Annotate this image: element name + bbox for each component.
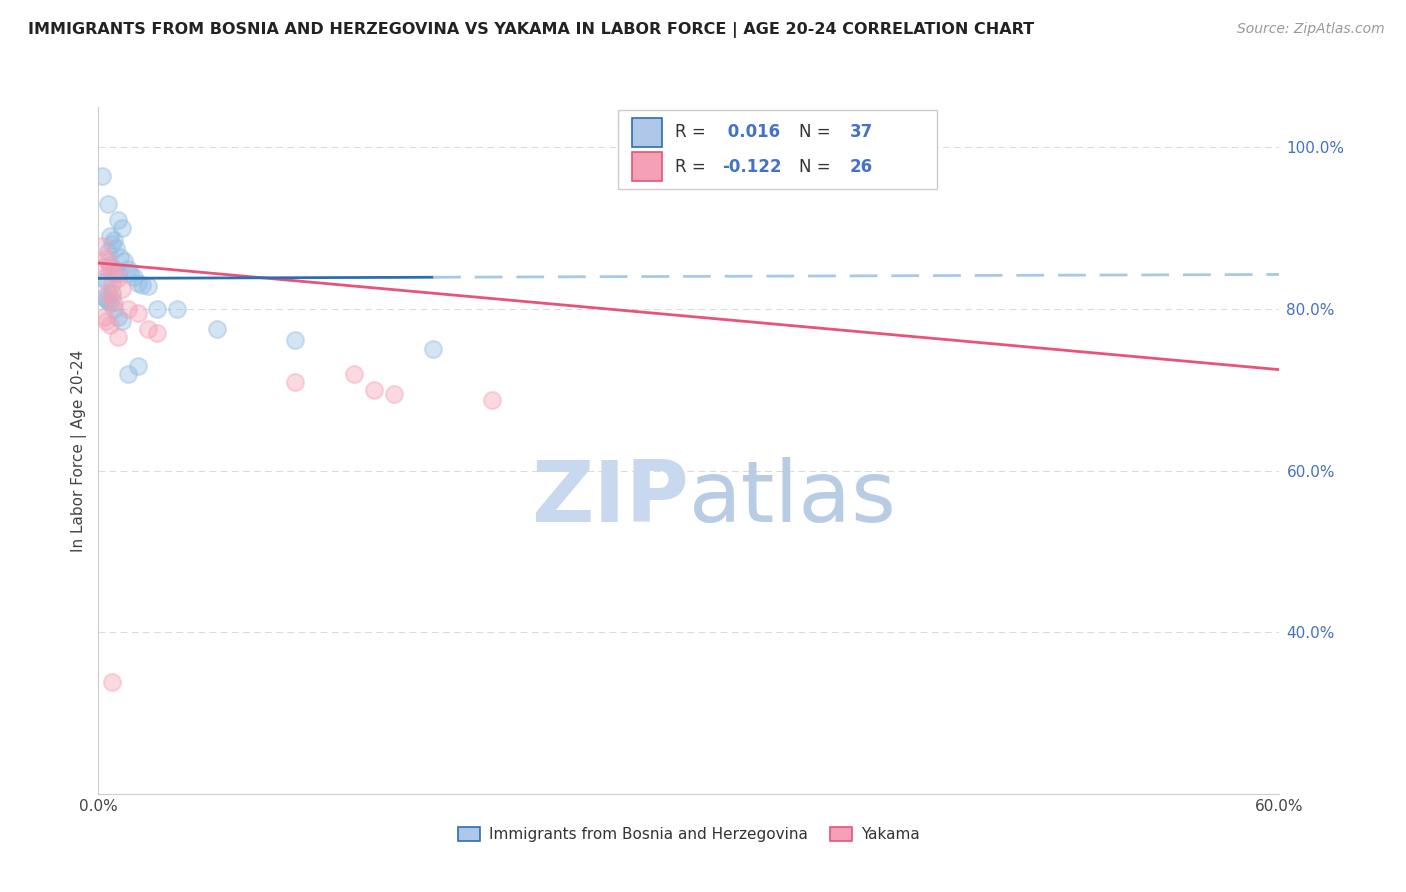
- Point: [363, 383, 385, 397]
- Point: [98, 295, 121, 310]
- Point: [101, 293, 124, 307]
- Point: [98, 318, 121, 333]
- Text: 37: 37: [849, 123, 873, 142]
- Y-axis label: In Labor Force | Age 20-24: In Labor Force | Age 20-24: [72, 350, 87, 551]
- FancyBboxPatch shape: [619, 111, 936, 189]
- Point: [284, 375, 307, 389]
- Point: [103, 266, 125, 280]
- Point: [107, 271, 129, 285]
- Point: [98, 263, 121, 277]
- Point: [103, 233, 125, 247]
- FancyBboxPatch shape: [633, 118, 662, 147]
- Point: [98, 258, 121, 272]
- Point: [97, 245, 120, 260]
- Point: [96, 252, 118, 266]
- Point: [382, 387, 405, 401]
- Point: [103, 301, 125, 316]
- Point: [118, 266, 141, 280]
- Point: [96, 314, 118, 328]
- Point: [131, 277, 153, 292]
- Point: [108, 250, 131, 264]
- Point: [97, 197, 120, 211]
- Point: [205, 322, 228, 336]
- Point: [97, 293, 120, 308]
- Text: R =: R =: [675, 123, 711, 142]
- Point: [107, 266, 129, 280]
- Point: [284, 333, 307, 347]
- Point: [117, 301, 139, 316]
- Point: [127, 306, 149, 320]
- Point: [127, 276, 149, 290]
- Point: [103, 295, 125, 310]
- Point: [91, 239, 114, 253]
- Text: ZIP: ZIP: [531, 457, 689, 540]
- Point: [97, 285, 120, 300]
- Point: [96, 293, 118, 307]
- Point: [127, 359, 149, 373]
- Point: [101, 276, 124, 290]
- FancyBboxPatch shape: [633, 153, 662, 181]
- Text: N =: N =: [799, 123, 835, 142]
- Point: [422, 343, 444, 357]
- Text: Source: ZipAtlas.com: Source: ZipAtlas.com: [1237, 22, 1385, 37]
- Point: [107, 213, 129, 227]
- Point: [111, 282, 134, 296]
- Point: [101, 675, 124, 690]
- Text: 26: 26: [849, 158, 873, 176]
- Text: atlas: atlas: [689, 457, 897, 540]
- Point: [93, 271, 115, 285]
- Point: [101, 285, 124, 300]
- Text: 0.016: 0.016: [723, 123, 780, 142]
- Point: [107, 310, 129, 325]
- Point: [93, 290, 115, 304]
- Point: [93, 310, 115, 325]
- Text: -0.122: -0.122: [723, 158, 782, 176]
- Legend: Immigrants from Bosnia and Herzegovina, Yakama: Immigrants from Bosnia and Herzegovina, …: [451, 821, 927, 848]
- Point: [103, 261, 125, 276]
- Point: [146, 326, 169, 341]
- Point: [93, 260, 115, 274]
- Text: N =: N =: [799, 158, 835, 176]
- Point: [107, 330, 129, 344]
- Point: [105, 242, 128, 256]
- Point: [112, 253, 135, 268]
- Point: [166, 301, 188, 316]
- Point: [122, 269, 145, 284]
- Point: [111, 221, 134, 235]
- Text: R =: R =: [675, 158, 711, 176]
- Point: [91, 169, 114, 183]
- Point: [101, 237, 124, 252]
- Point: [96, 274, 118, 288]
- Point: [343, 367, 366, 381]
- Point: [117, 261, 139, 276]
- Point: [117, 367, 139, 381]
- Text: IMMIGRANTS FROM BOSNIA AND HERZEGOVINA VS YAKAMA IN LABOR FORCE | AGE 20-24 CORR: IMMIGRANTS FROM BOSNIA AND HERZEGOVINA V…: [28, 22, 1035, 38]
- Point: [136, 322, 159, 336]
- Point: [97, 255, 120, 269]
- Point: [136, 279, 159, 293]
- Point: [481, 392, 503, 407]
- Point: [111, 314, 134, 328]
- Point: [98, 229, 121, 244]
- Point: [146, 301, 169, 316]
